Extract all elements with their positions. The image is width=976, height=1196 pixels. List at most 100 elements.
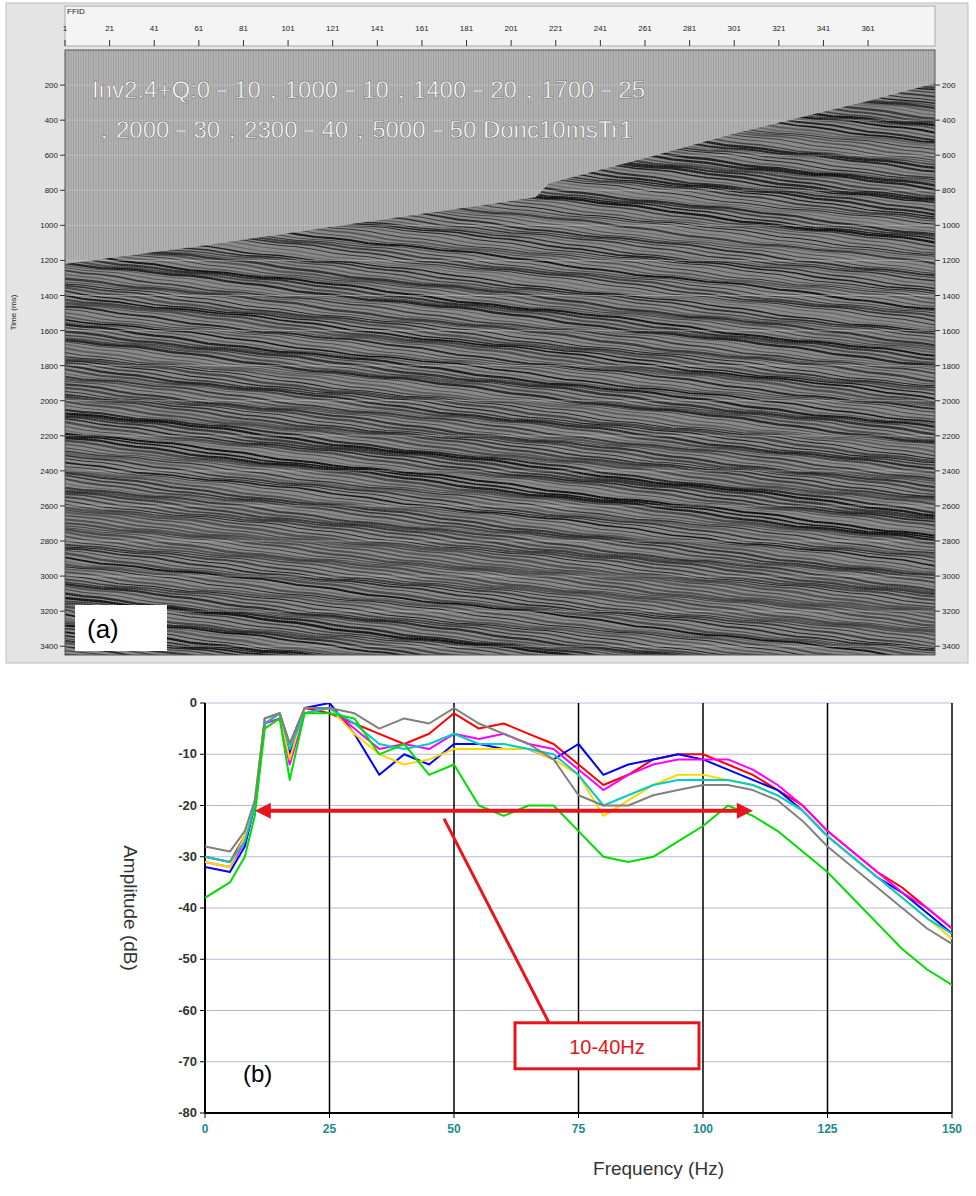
y-axis-title: Time (ms) (9, 294, 18, 330)
trace-line (823, 50, 824, 655)
y-tick-label: 3200 (40, 607, 58, 616)
trace-line (748, 50, 749, 655)
trace-line (871, 50, 872, 655)
trace-line (676, 50, 677, 655)
grid-line (65, 330, 935, 331)
trace-line (841, 50, 842, 655)
x-tick (154, 40, 155, 46)
y-tick (60, 435, 65, 436)
y-tick-label: -30 (178, 849, 197, 864)
x-tick (421, 40, 422, 46)
x-tick (734, 40, 735, 46)
trace-line (821, 50, 822, 655)
annotation-arrow (267, 809, 741, 813)
trace-line (828, 50, 829, 655)
panel-a-frame (6, 3, 968, 663)
x-tick (205, 1113, 206, 1118)
x-tick (329, 1113, 330, 1118)
trace-line (751, 50, 752, 655)
reflector (65, 147, 935, 252)
reflector (65, 492, 935, 595)
x-tick-label: 41 (150, 24, 159, 33)
trace-line (851, 50, 852, 655)
trace-line (793, 50, 794, 655)
panel-label-box (75, 605, 167, 651)
x-tick (109, 40, 110, 46)
x-tick (868, 40, 869, 46)
grid-line (65, 260, 935, 261)
trace-line (671, 50, 672, 655)
spectrum-line (205, 708, 952, 944)
y-tick-label: 1800 (942, 362, 960, 371)
trace-line (81, 50, 82, 655)
trace-line (771, 50, 772, 655)
y-tick (60, 576, 65, 577)
panel-label: (a) (87, 614, 119, 644)
reflector (65, 629, 935, 655)
reflector (65, 646, 935, 655)
trace-line (831, 50, 832, 655)
grid-line (65, 190, 935, 191)
trace-line (753, 50, 754, 655)
y-tick (935, 330, 940, 331)
grid-line (65, 400, 935, 401)
y-tick-label: 2000 (942, 397, 960, 406)
x-tick-label: 221 (549, 24, 563, 33)
y-tick-label: 600 (942, 151, 956, 160)
trace-line (923, 50, 924, 655)
reflector (65, 50, 935, 113)
trace-line (733, 50, 734, 655)
annotation-text: Inv2.4+Q:0－10，1000－10，1400－20，1700－25 (92, 76, 645, 103)
panel-b: -80-70-60-50-40-30-20-100025507510012515… (120, 695, 962, 1179)
x-tick-label: 281 (683, 24, 697, 33)
trace-line (933, 50, 934, 655)
x-axis-title: Frequency (Hz) (593, 1158, 724, 1179)
y-tick (60, 120, 65, 121)
trace-line (691, 50, 692, 655)
y-tick (60, 260, 65, 261)
grid-line (65, 505, 935, 506)
arrow-head (737, 803, 753, 819)
trace-line (806, 50, 807, 655)
reflector (65, 63, 935, 167)
y-tick (60, 470, 65, 471)
trace-line (901, 50, 902, 655)
trace-line (856, 50, 857, 655)
x-tick-label: 21 (105, 24, 114, 33)
panel-label: (b) (243, 1060, 272, 1087)
trace-line (73, 50, 74, 655)
y-tick-label: 2200 (942, 432, 960, 441)
trace-line (918, 50, 919, 655)
spectrum-line (205, 708, 952, 934)
x-tick (645, 40, 646, 46)
reflector (65, 641, 935, 655)
trace-line (678, 50, 679, 655)
trace-line (803, 50, 804, 655)
spectrum-line (205, 703, 952, 934)
reflector (65, 473, 935, 578)
x-tick (703, 1113, 704, 1118)
trace-line (888, 50, 889, 655)
trace-line (658, 50, 659, 655)
trace-line (706, 50, 707, 655)
trace-line (713, 50, 714, 655)
reflector (65, 50, 935, 104)
trace-line (868, 50, 869, 655)
trace-line (86, 50, 87, 655)
trace-line (811, 50, 812, 655)
x-tick-label: 125 (817, 1122, 837, 1136)
x-tick-label: 201 (504, 24, 518, 33)
x-tick (511, 40, 512, 46)
trace-line (76, 50, 77, 655)
x-tick-label: 75 (572, 1122, 586, 1136)
x-tick (288, 40, 289, 46)
trace-line (648, 50, 649, 655)
y-tick (60, 400, 65, 401)
trace-line (861, 50, 862, 655)
x-tick-label: 181 (460, 24, 474, 33)
y-tick (935, 260, 940, 261)
trace-line (758, 50, 759, 655)
trace-line (801, 50, 802, 655)
x-tick-label: 141 (371, 24, 385, 33)
annotation-text: 10-40Hz (569, 1036, 645, 1058)
